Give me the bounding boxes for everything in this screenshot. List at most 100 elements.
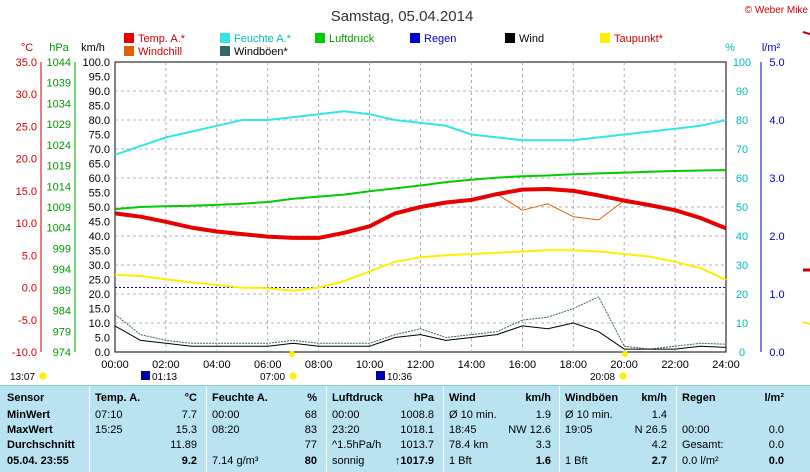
marker-label: 01:13 <box>152 372 177 383</box>
legend-label-temp: Temp. A.* <box>138 33 186 45</box>
column-unit: l/m² <box>764 392 784 404</box>
column-title: Feuchte A. <box>212 392 268 404</box>
sun-icon <box>619 372 627 380</box>
x-tick: 12:00 <box>407 359 435 371</box>
temp-tick: 10.0 <box>16 218 37 230</box>
cell-value: 11.89 <box>170 439 197 451</box>
legend-label-windchill: Windchill <box>138 46 182 58</box>
x-tick: 20:00 <box>610 359 638 371</box>
legend-label-pressure: Luftdruck <box>329 33 375 45</box>
humidity-tick: 50 <box>736 202 748 214</box>
legend-swatch-dewpoint <box>600 33 610 43</box>
cell-sub: ^1.5hPa/h <box>332 439 382 451</box>
x-tick: 00:00 <box>101 359 129 371</box>
legend-label-rain: Regen <box>424 33 456 45</box>
x-tick: 10:00 <box>356 359 384 371</box>
cell-sub: 00:00 <box>332 409 360 421</box>
cell-value: 68 <box>304 409 317 421</box>
edge-mark <box>802 31 810 35</box>
cell-value: 83 <box>304 424 317 436</box>
wind-tick: 5.0 <box>95 333 110 345</box>
sun-icon <box>39 372 47 380</box>
cell-sub: 1 Bft <box>449 455 472 467</box>
dewpoint-line <box>114 249 727 292</box>
cell-value: 15.3 <box>175 424 197 436</box>
humidity-tick: 30 <box>736 260 748 272</box>
legend-swatch-gust <box>220 46 230 56</box>
date-title: Samstag, 05.04.2014 <box>331 8 474 25</box>
column-title: Temp. A. <box>95 392 141 404</box>
humidity-tick: 70 <box>736 144 748 156</box>
column-unit: km/h <box>641 392 667 404</box>
column-unit: km/h <box>525 392 551 404</box>
summary-table: Sensor MinWert MaxWert Durchschnitt 05.04. 2… <box>0 385 810 472</box>
pressure-tick: 1019 <box>47 161 71 173</box>
humidity-tick: 0 <box>739 347 745 359</box>
cell-value: NW 12.6 <box>508 424 551 436</box>
temp-tick: -5.0 <box>18 315 37 327</box>
wind-tick: 95.0 <box>89 72 110 84</box>
x-tick: 22:00 <box>661 359 689 371</box>
humidity-tick: 90 <box>736 86 748 98</box>
column-separator <box>559 386 560 472</box>
pressure-tick: 1024 <box>47 140 71 152</box>
cell-value: 1.4 <box>651 409 667 421</box>
cell-sub: 08:20 <box>212 424 240 436</box>
legend-label-wind: Wind <box>519 33 544 45</box>
pressure-tick: 1039 <box>47 78 71 90</box>
temp-tick: 15.0 <box>16 186 37 198</box>
wind-tick: 100.0 <box>82 57 110 69</box>
row-label: 05.04. 23:55 <box>7 455 69 467</box>
temp-tick: 35.0 <box>16 57 37 69</box>
wind-line <box>114 322 727 350</box>
chart-series <box>114 110 727 350</box>
humidity-tick: 20 <box>736 289 748 301</box>
wind-tick: 40.0 <box>89 231 110 243</box>
temp-line <box>114 187 727 240</box>
x-tick: 08:00 <box>305 359 333 371</box>
cell-sub: 18:45 <box>449 424 477 436</box>
left-axis-ticks: 35.0 30.0 25.0 20.0 15.0 10.0 5.0 0.0 -5.0 -10.0 1… <box>12 57 110 359</box>
moon-icon <box>141 371 150 380</box>
wind-tick: 35.0 <box>89 246 110 258</box>
rain-unit: l/m² <box>762 42 781 54</box>
sun-icon <box>289 351 295 357</box>
wind-tick: 30.0 <box>89 260 110 272</box>
weather-chart: Samstag, 05.04.2014 © Weber Mike Temp. A… <box>10 5 810 383</box>
pressure-tick: 994 <box>53 264 71 276</box>
row-label: MaxWert <box>7 424 53 436</box>
column-separator <box>326 386 327 472</box>
wind-tick: 65.0 <box>89 159 110 171</box>
cell-sub: 00:00 <box>212 409 240 421</box>
wind-tick: 0.0 <box>95 347 110 359</box>
sun-icon <box>622 351 628 357</box>
row-label: MinWert <box>7 409 51 421</box>
wind-tick: 10.0 <box>89 318 110 330</box>
pressure-tick: 1004 <box>47 223 71 235</box>
marker-label: 13:07 <box>10 372 35 383</box>
pressure-tick: 1044 <box>47 57 71 69</box>
x-tick: 18:00 <box>559 359 587 371</box>
wind-tick: 75.0 <box>89 130 110 142</box>
cell-sub: 07:10 <box>95 409 123 421</box>
edge-mark <box>802 321 810 325</box>
wind-unit: km/h <box>81 42 105 54</box>
temp-tick: -10.0 <box>12 347 37 359</box>
cell-value: 0.0 <box>768 455 784 467</box>
cell-sub: 19:05 <box>565 424 593 436</box>
event-markers: 13:07 01:13 07:00 10:36 20:08 <box>10 351 628 383</box>
pressure-tick: 1034 <box>47 98 71 110</box>
legend-swatch-windchill <box>124 46 134 56</box>
rain-tick: 1.0 <box>769 289 784 301</box>
humidity-tick: 60 <box>736 173 748 185</box>
cell-value: 4.2 <box>651 439 667 451</box>
legend-swatch-rain <box>410 33 420 43</box>
rain-tick: 4.0 <box>769 115 784 127</box>
rain-tick: 3.0 <box>769 173 784 185</box>
legend-label-gust: Windböen* <box>234 46 289 58</box>
marker-label: 10:36 <box>387 372 412 383</box>
legend-label-humidity: Feuchte A.* <box>234 33 292 45</box>
chart-legend: Temp. A.* Feuchte A.* Luftdruck Regen Wind Ta… <box>124 33 664 58</box>
wind-tick: 45.0 <box>89 217 110 229</box>
